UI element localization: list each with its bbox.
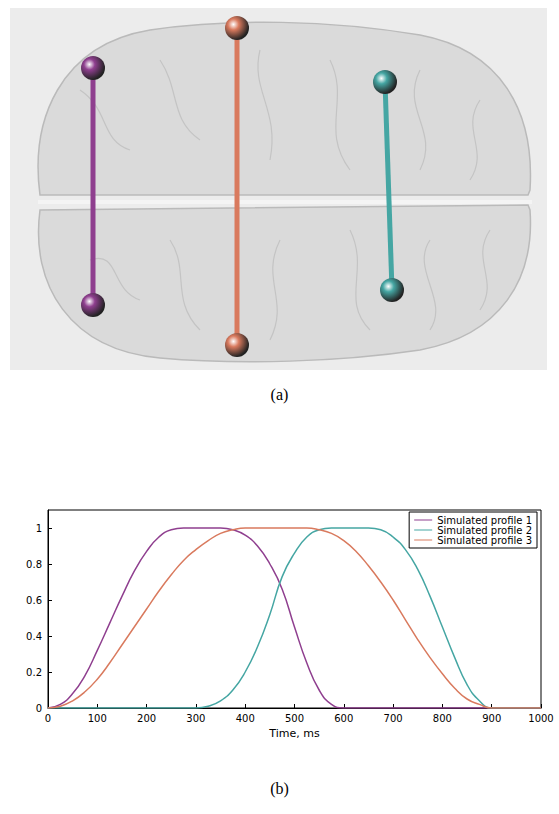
html-text:(b): (b)	[270, 780, 289, 797]
svg-text:100: 100	[88, 713, 107, 724]
svg-text:0: 0	[36, 703, 42, 714]
svg-text:400: 400	[236, 713, 255, 724]
svg-text:600: 600	[334, 713, 353, 724]
svg-text:1: 1	[36, 523, 42, 534]
svg-text:900: 900	[482, 713, 501, 724]
svg-text:300: 300	[186, 713, 205, 724]
svg-text:800: 800	[433, 713, 452, 724]
svg-text:1000: 1000	[528, 713, 553, 724]
svg-text:Simulated profile 1: Simulated profile 1	[437, 514, 532, 526]
svg-text:Simulated profile 3: Simulated profile 3	[437, 535, 532, 546]
svg-text:700: 700	[384, 713, 403, 724]
svg-text:0.4: 0.4	[26, 631, 42, 642]
svg-text:Time, ms: Time, ms	[268, 727, 320, 740]
svg-text:0: 0	[45, 713, 51, 724]
svg-text:500: 500	[285, 713, 304, 724]
svg-text:0.8: 0.8	[26, 559, 42, 570]
html-text:(a): (a)	[270, 386, 289, 403]
svg-text:0.6: 0.6	[26, 595, 42, 606]
svg-text:0.2: 0.2	[26, 667, 42, 678]
svg-text:Simulated profile 2: Simulated profile 2	[437, 524, 532, 536]
svg-text:200: 200	[137, 713, 156, 724]
